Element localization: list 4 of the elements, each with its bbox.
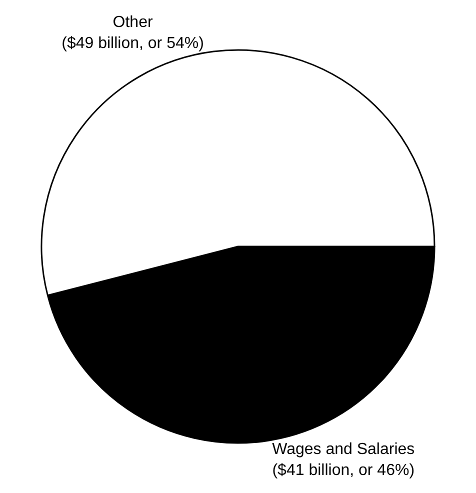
data-label: ($41 billion, or 46%) <box>272 462 415 479</box>
slice-label: Other <box>112 14 154 32</box>
slice-label: Wages and Salaries <box>272 441 415 458</box>
data-label: ($49 billion, or 54%) <box>62 34 204 52</box>
